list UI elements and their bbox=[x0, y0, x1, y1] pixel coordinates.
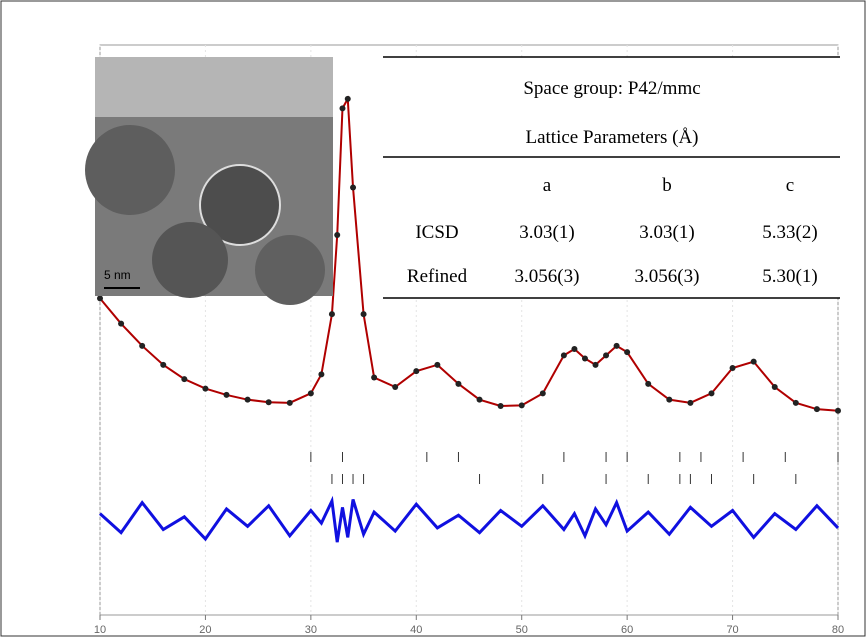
cell: 3.03(1) bbox=[639, 222, 694, 243]
observed-point bbox=[613, 342, 620, 349]
scale-bar-label: 5 nm bbox=[104, 268, 131, 282]
observed-point bbox=[328, 311, 335, 318]
observed-point bbox=[603, 352, 610, 359]
x-tick-label: 60 bbox=[621, 624, 633, 636]
observed-point bbox=[339, 105, 346, 112]
observed-point bbox=[497, 403, 504, 409]
x-tick-label: 70 bbox=[726, 624, 738, 636]
observed-point bbox=[244, 396, 251, 403]
observed-point bbox=[318, 371, 325, 378]
table: Space group: P42/mmc Lattice Parameters … bbox=[383, 56, 840, 299]
x-tick-label: 80 bbox=[832, 624, 844, 636]
observed-point bbox=[307, 390, 314, 397]
x-tick-label: 30 bbox=[305, 624, 317, 636]
observed-point bbox=[771, 384, 778, 390]
observed-point bbox=[118, 320, 125, 327]
cell: 3.056(3) bbox=[515, 266, 580, 287]
observed-point bbox=[666, 396, 673, 403]
observed-point bbox=[581, 355, 588, 362]
observed-point bbox=[708, 390, 715, 397]
observed-point bbox=[476, 396, 483, 403]
table-subcaption: Lattice Parameters (Å) bbox=[525, 127, 698, 148]
column-header: c bbox=[786, 175, 794, 196]
series-line bbox=[98, 495, 840, 543]
x-tick-label: 50 bbox=[516, 624, 528, 636]
column-header: b bbox=[662, 175, 672, 196]
x-tick-label: 10 bbox=[94, 624, 106, 636]
observed-point bbox=[344, 95, 351, 102]
observed-point bbox=[645, 380, 652, 387]
observed-point bbox=[392, 384, 399, 390]
observed-point bbox=[624, 349, 631, 356]
observed-point bbox=[792, 399, 799, 406]
observed-point bbox=[265, 399, 272, 406]
observed-point bbox=[434, 361, 441, 368]
observed-point bbox=[97, 295, 103, 302]
observed-point bbox=[181, 376, 188, 383]
observed-point bbox=[350, 184, 357, 191]
cell: 5.30(1) bbox=[762, 266, 817, 287]
observed-point bbox=[286, 399, 293, 406]
observed-point bbox=[750, 358, 757, 365]
series-line bbox=[99, 95, 839, 412]
inset-image: 5 nm bbox=[85, 57, 333, 305]
observed-point bbox=[455, 380, 462, 387]
observed-point bbox=[360, 311, 367, 318]
observed-point bbox=[835, 407, 841, 414]
row-label: Refined bbox=[407, 266, 468, 287]
observed-point bbox=[729, 365, 736, 371]
column-header: a bbox=[543, 175, 552, 196]
table-caption: Space group: P42/mmc bbox=[523, 78, 700, 99]
observed-point bbox=[334, 232, 341, 238]
observed-point bbox=[413, 368, 420, 375]
observed-point bbox=[139, 342, 146, 349]
observed-point bbox=[560, 352, 567, 359]
row-label: ICSD bbox=[415, 222, 458, 243]
observed-point bbox=[518, 402, 525, 409]
observed-point bbox=[539, 390, 546, 397]
observed-point bbox=[371, 374, 378, 381]
observed-point bbox=[813, 406, 820, 413]
observed-point bbox=[592, 361, 599, 368]
x-tick-label: 40 bbox=[410, 624, 422, 636]
observed-point bbox=[223, 391, 230, 398]
observed-point bbox=[202, 385, 209, 392]
cell: 3.03(1) bbox=[519, 222, 574, 243]
x-tick-label: 20 bbox=[199, 624, 211, 636]
observed-point bbox=[687, 399, 694, 406]
cell: 5.33(2) bbox=[762, 222, 817, 243]
cell: 3.056(3) bbox=[635, 266, 700, 287]
observed-point bbox=[571, 346, 578, 352]
observed-point bbox=[160, 361, 167, 368]
